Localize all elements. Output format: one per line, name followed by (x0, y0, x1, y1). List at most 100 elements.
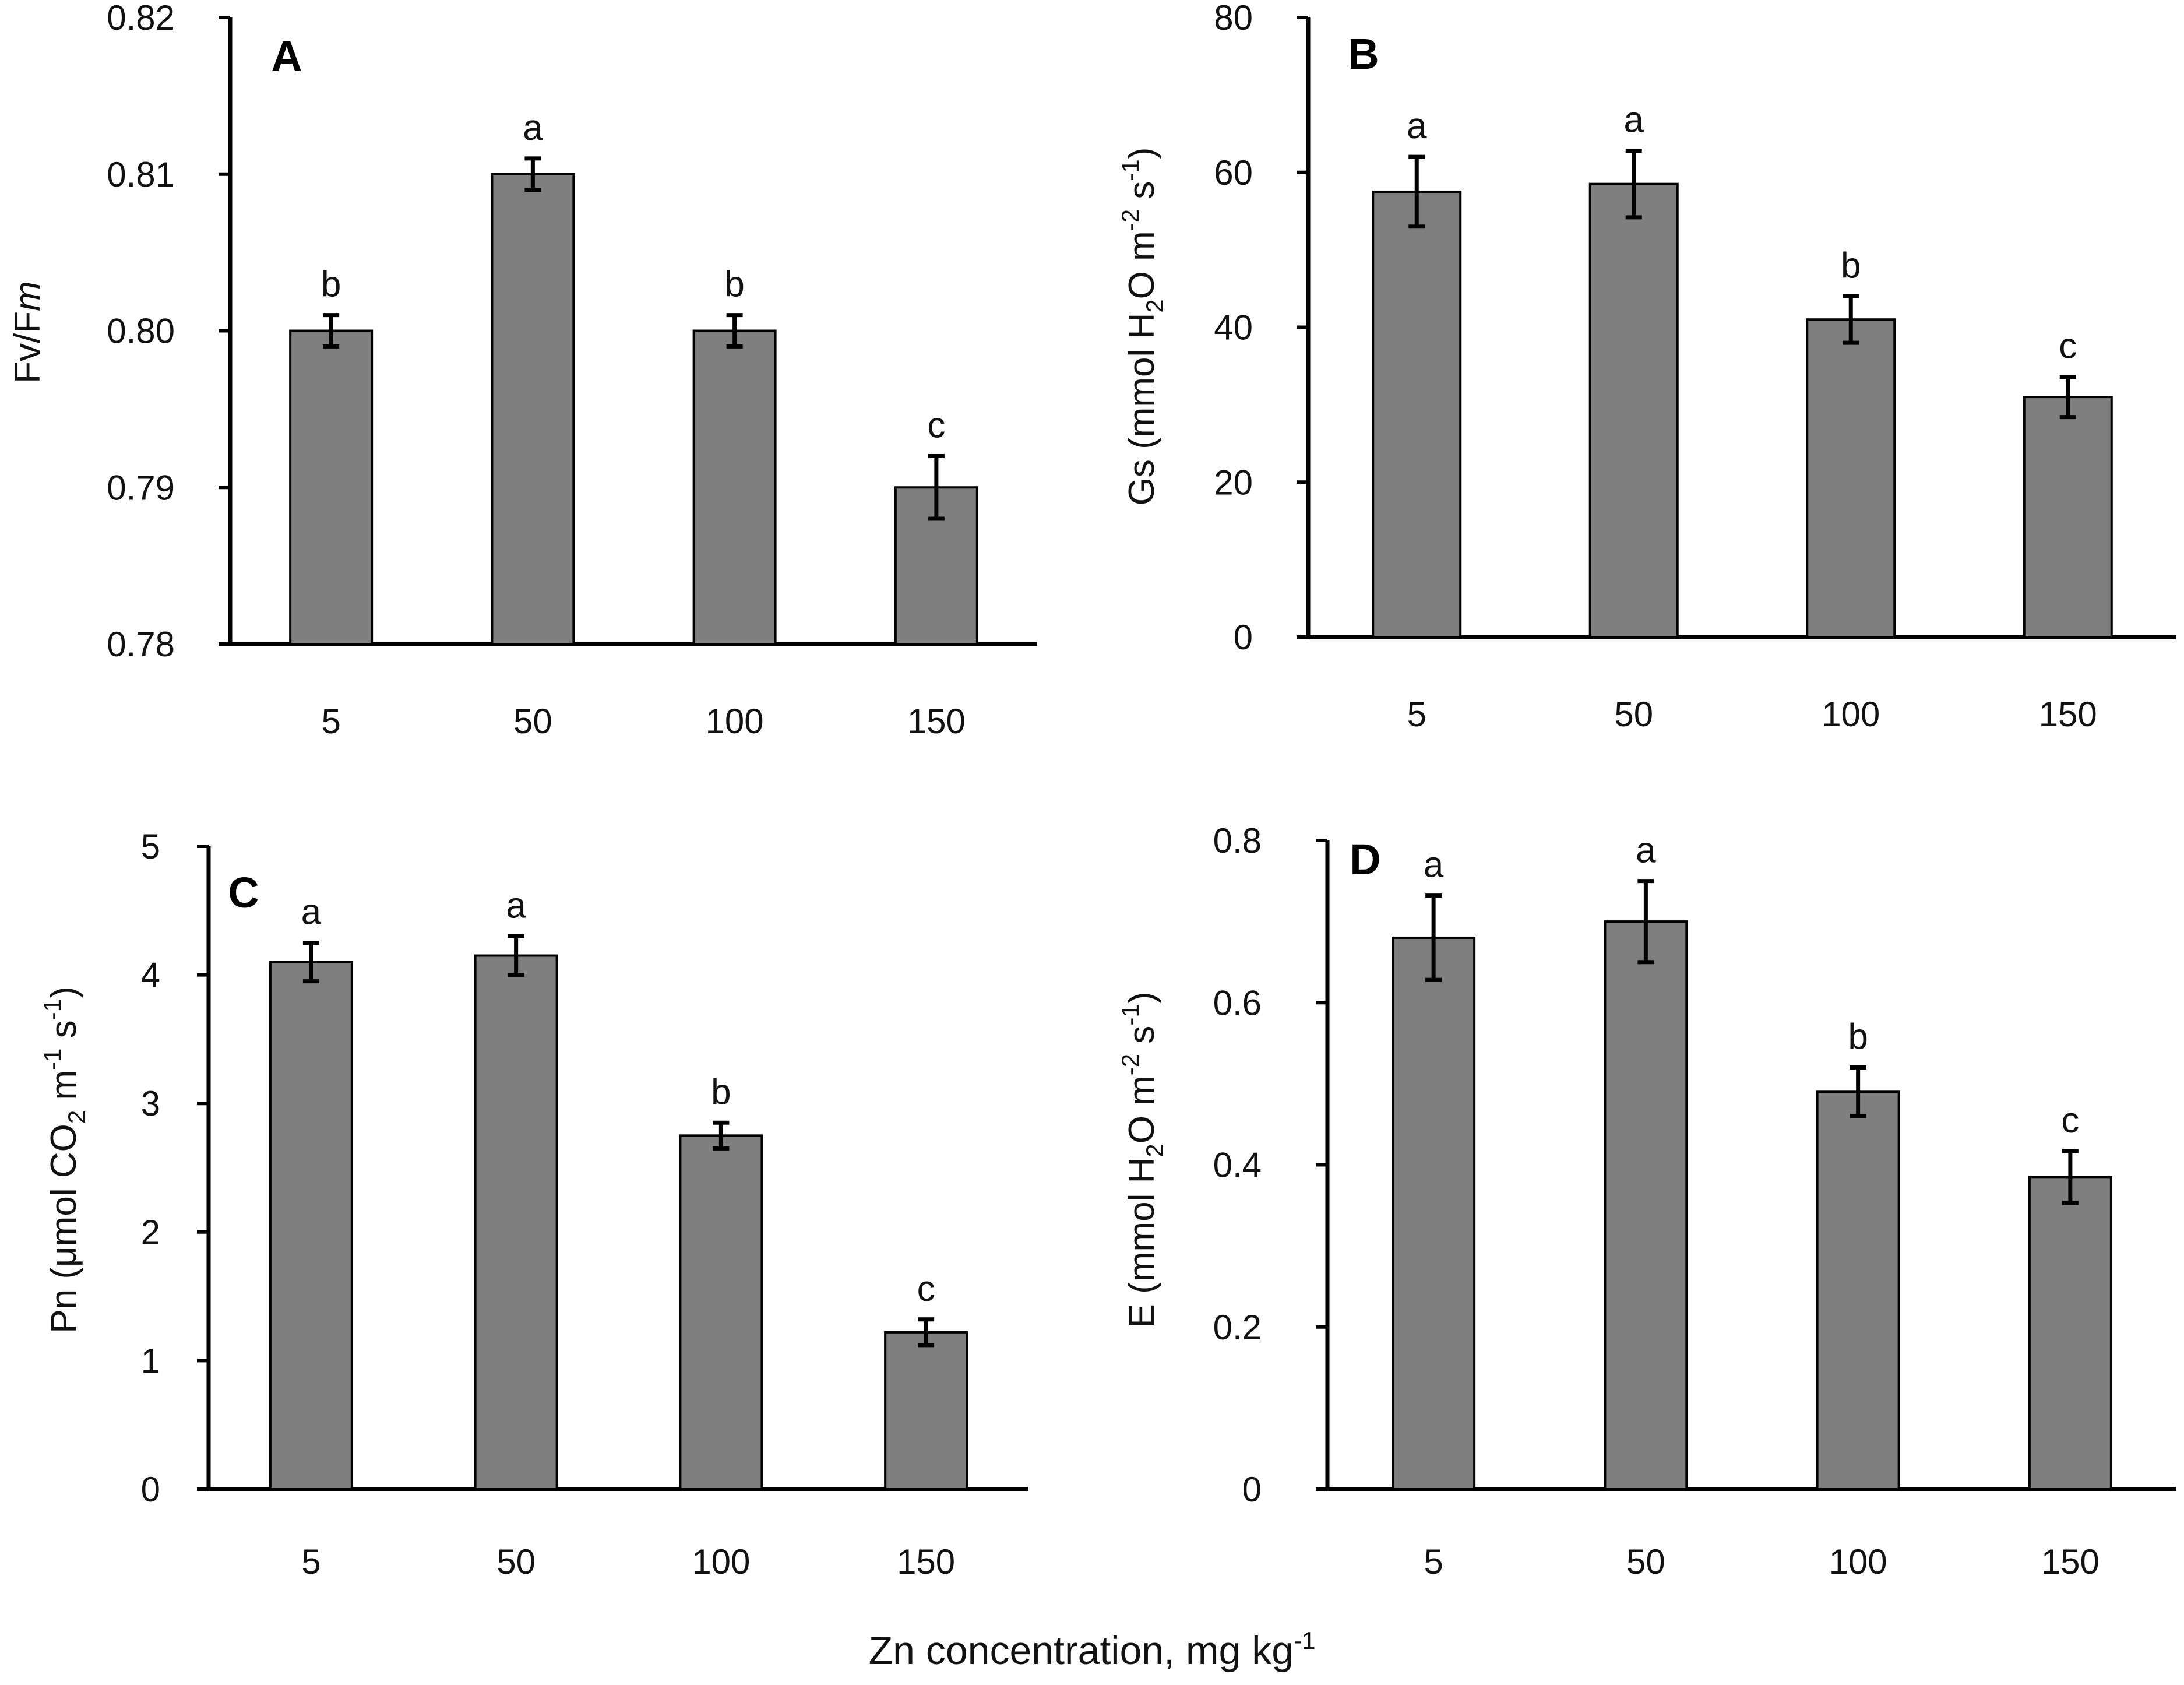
y-tick-label: 0.4 (1213, 1146, 1262, 1185)
y-tick-label: 40 (1214, 308, 1253, 347)
panel-letter: A (271, 32, 302, 80)
y-axis-label-part: -1 (1116, 1004, 1144, 1025)
bar (269, 961, 353, 1491)
error-bar (323, 313, 340, 349)
y-tick-label: 0.79 (107, 468, 175, 507)
panel-letter: B (1348, 30, 1379, 78)
bar (1392, 936, 1476, 1490)
x-tick-label: 5 (1407, 695, 1426, 734)
significance-letter: c (917, 1269, 935, 1309)
error-bar (2062, 1149, 2079, 1205)
y-axis-label-part: m (8, 281, 48, 311)
y-axis-label-part: s (1122, 1026, 1162, 1054)
error-bar (524, 156, 541, 192)
y-axis-label-part: O m (1122, 1075, 1162, 1144)
bar (474, 954, 558, 1490)
error-bar (1850, 1065, 1866, 1118)
panel-a: 0.78 0.79 0.80 0.81 0.82 b 5 a 50 b 100 c 150 A Fv/Fm (8, 0, 1037, 741)
error-bar (302, 940, 319, 984)
x-tick-label: 50 (1614, 695, 1653, 734)
x-axis-title-main: Zn concentration, mg kg (869, 1628, 1294, 1673)
y-tick-label: 0 (1234, 618, 1253, 657)
x-tick-label: 150 (907, 702, 966, 741)
y-tick-label: 3 (141, 1084, 160, 1123)
error-bar (1425, 893, 1442, 982)
x-tick-label: 50 (1626, 1542, 1665, 1581)
significance-letter: b (321, 265, 341, 305)
y-axis-label-part: E (mmol H (1122, 1158, 1162, 1328)
x-axis-title-superscript: -1 (1294, 1627, 1315, 1654)
significance-letter: b (1848, 1017, 1868, 1057)
error-bar (1408, 154, 1425, 229)
x-tick-label: 5 (1424, 1542, 1443, 1581)
x-tick-label: 100 (706, 702, 764, 741)
significance-letter: a (301, 892, 322, 932)
error-bar (2059, 375, 2076, 420)
x-tick-label: 100 (1829, 1542, 1887, 1581)
bar (1372, 190, 1462, 638)
bar (2023, 396, 2113, 639)
error-bar (1843, 294, 1859, 345)
y-axis-label-part: -1 (1116, 159, 1144, 181)
y-tick-label: 5 (141, 827, 160, 866)
error-bar (508, 934, 524, 977)
y-axis-label: E (mmol H2O m-2 s-1) (1116, 992, 1168, 1328)
significance-letter: c (927, 406, 945, 446)
x-tick-label: 100 (1822, 695, 1880, 734)
x-tick-label: 5 (301, 1542, 320, 1581)
y-axis-label-part: O m (1122, 231, 1162, 299)
y-tick-label: 1 (141, 1341, 160, 1380)
y-tick-label: 20 (1214, 463, 1253, 502)
x-tick-label: 150 (2039, 695, 2097, 734)
bar (289, 329, 374, 645)
y-axis-label-part: 2 (1141, 299, 1168, 312)
y-axis-label-part: ) (1122, 992, 1162, 1004)
panel-letter: D (1350, 835, 1380, 884)
significance-letter: b (711, 1072, 731, 1112)
y-axis-label-part: -2 (1116, 1054, 1144, 1075)
y-axis-label-part: Fv/F (8, 311, 48, 384)
x-tick-label: 5 (321, 702, 340, 741)
significance-letter: c (2059, 326, 2077, 367)
bar (1588, 182, 1679, 638)
y-axis-label-part: 2 (63, 1110, 90, 1124)
y-axis-label-part: -1 (38, 1049, 66, 1070)
y-axis-label: Pn (μmol CO2 m-1 s-1) (38, 986, 90, 1333)
bar (884, 1331, 968, 1490)
significance-letter: a (523, 108, 543, 148)
y-axis-label-part: s (44, 1020, 84, 1048)
y-axis-label-part: -1 (38, 998, 66, 1020)
y-tick-label: 0.82 (107, 0, 175, 37)
significance-letter: a (1636, 831, 1656, 871)
y-axis-label-part: s (1122, 181, 1162, 209)
y-axis-label-part: Pn (μmol CO (44, 1124, 84, 1334)
y-axis-label-part: ) (1122, 147, 1162, 160)
panel-letter: C (228, 868, 259, 917)
error-bar (1637, 879, 1654, 965)
y-tick-label: 0.6 (1213, 983, 1262, 1022)
x-axis-title: Zn concentration, mg kg-1 (869, 1627, 1316, 1673)
significance-letter: a (1407, 106, 1427, 146)
significance-letter: c (2061, 1100, 2079, 1141)
x-tick-label: 50 (496, 1542, 536, 1581)
y-axis-label-part: m (44, 1070, 84, 1110)
significance-letter: b (724, 265, 744, 305)
y-tick-label: 2 (141, 1213, 160, 1252)
significance-letter: a (506, 885, 526, 926)
panel-b: 0 20 40 60 80 a 5 a 50 b 100 c 150 B Gs (mmol H2O m-2 … (1116, 0, 2176, 734)
y-axis-label-part: -2 (1116, 209, 1144, 231)
bar (2028, 1176, 2112, 1490)
bar (894, 486, 978, 645)
y-tick-label: 0.78 (107, 625, 175, 664)
y-axis-label-part: 2 (1141, 1144, 1168, 1157)
y-tick-label: 0 (1242, 1470, 1262, 1509)
bar (491, 173, 575, 645)
error-bar (918, 1317, 935, 1348)
significance-letter: a (1624, 100, 1644, 140)
bar (1604, 920, 1688, 1490)
error-bar (928, 454, 945, 521)
y-tick-label: 0.8 (1213, 821, 1262, 860)
y-axis-label: Fv/Fm (8, 281, 48, 384)
y-tick-label: 0.2 (1213, 1308, 1262, 1347)
